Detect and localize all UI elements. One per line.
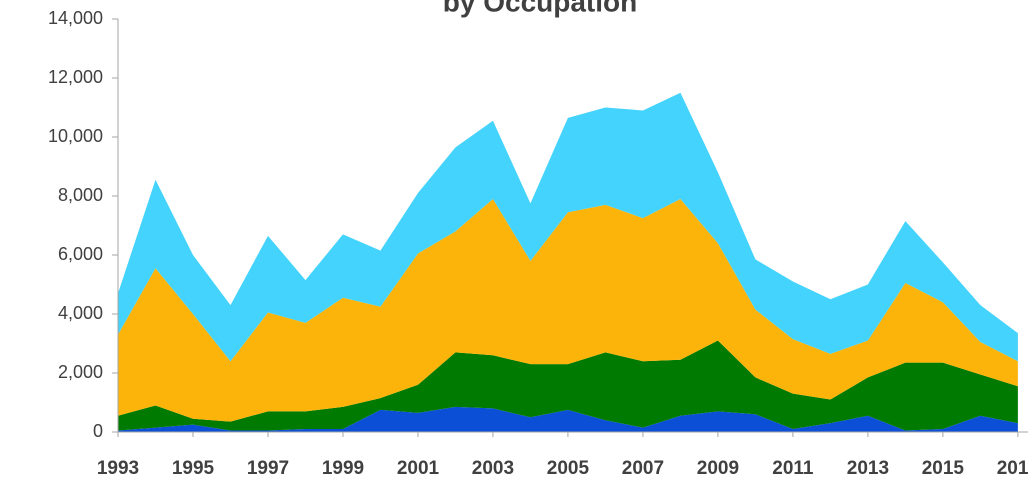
area (118, 92, 1018, 362)
y-tick-label: 0 (93, 421, 103, 441)
y-tick-label: 14,000 (48, 8, 103, 28)
x-tick-label: 2017 (997, 458, 1028, 479)
x-tick-label: 1995 (172, 458, 215, 479)
area (118, 198, 1018, 422)
y-tick-label: 2,000 (58, 362, 103, 382)
x-tick-label: 1993 (97, 458, 139, 479)
chart-title: by Occupation (443, 0, 637, 17)
x-tick-label: 1999 (322, 458, 364, 479)
area (118, 340, 1018, 431)
x-tick-label: 2005 (547, 458, 590, 479)
area (118, 406, 1018, 432)
y-tick-label: 6,000 (58, 244, 103, 264)
x-tick-label: 2007 (622, 458, 664, 479)
y-tick-label: 8,000 (58, 185, 103, 205)
x-tick-label: 2015 (922, 458, 965, 479)
x-tick-label: 2001 (397, 458, 440, 479)
x-tick-label: 2011 (772, 458, 814, 479)
x-tick-label: 2009 (697, 458, 739, 479)
y-tick-label: 10,000 (48, 126, 103, 146)
x-tick-label: 1997 (247, 458, 289, 479)
x-tick-label: 2013 (847, 458, 889, 479)
y-tick-label: 12,000 (48, 67, 103, 87)
y-tick-label: 4,000 (58, 303, 103, 323)
x-tick-label: 2003 (472, 458, 514, 479)
